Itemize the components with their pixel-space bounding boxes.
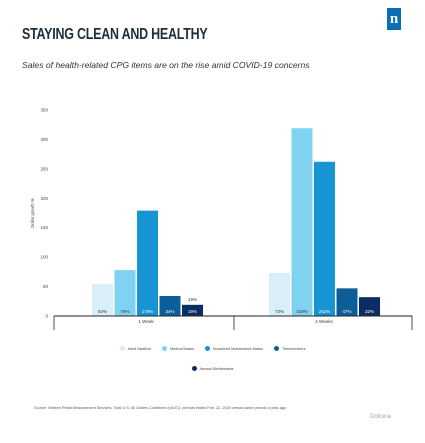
bar [269,273,290,316]
y-axis-label: Dollar growth % [30,198,35,228]
legend-label-hand-sanitizer: Hand Sanitizer [127,346,152,351]
data-label-above: 19% [188,297,197,302]
legend-swatch-household-masks [204,346,210,351]
nielsen-logo-icon: n [387,8,401,30]
data-label: 47% [342,309,351,314]
legend-item-household-masks: Household Maintenance Masks [204,346,264,351]
legend-label-aerosol-disinfectants: Aerosol Disinfectants [199,366,234,371]
legend-swatch-hand-sanitizer [119,346,125,351]
data-label: 54% [98,309,107,314]
bar [137,210,158,316]
legend-swatch-medical-masks [162,346,168,351]
x-tick-label: 4 Weeks [315,319,333,324]
chart-title: STAYING CLEAN AND HEALTHY [22,26,208,43]
bar [114,270,136,316]
legend-row-1: Hand Sanitizer Medical Masks Household M… [0,346,425,352]
data-label: 34% [165,309,174,314]
y-tick-label: 50 [43,284,49,289]
legend-swatch-aerosol-disinfectants [191,366,197,371]
chart-subtitle: Sales of health-related CPG items are on… [22,60,310,70]
y-tick-label: 150 [40,225,48,230]
bar [314,161,335,316]
data-label: 78% [120,309,129,314]
legend-label-medical-masks: Medical Masks [170,346,194,351]
source-note: Source: Nielsen Retail Measurement Servi… [34,406,287,410]
legend-item-thermometers: Thermometers [274,346,305,351]
data-label: 73% [275,309,284,314]
bar [182,304,203,316]
data-label: 19% [188,309,197,314]
legend-label-household-masks: Household Maintenance Masks [212,346,264,351]
legend-item-hand-sanitizer: Hand Sanitizer [119,346,152,351]
data-label: 319% [296,309,308,314]
bar [336,288,358,316]
legend-label-thermometers: Thermometers [282,346,306,351]
bar [159,295,181,316]
data-label: 262% [319,309,331,314]
watermark: Dolcera [370,414,391,420]
bar [92,284,113,316]
data-label: 179% [142,309,154,314]
legend-item-aerosol-disinfectants: Aerosol Disinfectants [191,366,234,371]
bar [359,297,380,316]
y-tick-label: 300 [40,137,48,142]
legend-swatch-thermometers [274,346,280,351]
y-tick-label: 0 [45,314,48,319]
legend-row-2: Aerosol Disinfectants [0,366,425,372]
y-tick-label: 250 [40,166,48,171]
bar [291,128,313,316]
y-tick-label: 350 [40,108,48,113]
data-label: 32% [365,309,374,314]
x-tick-label: 1 Week [138,319,154,324]
y-tick-label: 200 [40,196,48,201]
y-tick-label: 100 [40,255,48,260]
legend-item-medical-masks: Medical Masks [162,346,194,351]
